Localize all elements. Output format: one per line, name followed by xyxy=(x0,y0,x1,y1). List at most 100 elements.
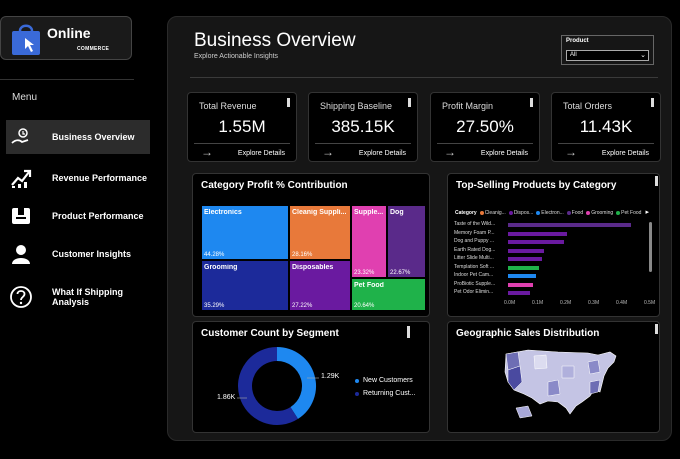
treemap-cell[interactable]: Dog 22.67% xyxy=(387,205,426,278)
question-icon xyxy=(8,284,34,310)
legend-item: Food xyxy=(566,210,584,216)
bar[interactable] xyxy=(508,291,531,295)
legend-item: Electron... xyxy=(536,210,564,216)
x-tick-label: 0.0M xyxy=(504,300,516,306)
bar-label: ProBiotic Supple... xyxy=(454,280,496,287)
kpi-title: Total Revenue xyxy=(199,101,257,111)
bar[interactable] xyxy=(508,231,567,236)
header-divider xyxy=(190,77,658,78)
bar-label: Templation Soft ... xyxy=(454,263,495,270)
legend-label: Dispos... xyxy=(513,210,534,216)
donut-slice[interactable] xyxy=(276,347,316,419)
bar-chart-card: Top-Selling Products by Category Categor… xyxy=(447,173,660,317)
card-handle xyxy=(655,324,658,334)
card-title: Top-Selling Products by Category xyxy=(456,180,617,191)
shopping-bag-icon xyxy=(12,24,40,55)
product-filter-label: Product xyxy=(566,38,589,44)
kpi-value: 11.43K xyxy=(579,117,633,136)
sidebar-item-business-overview[interactable]: Business Overview xyxy=(6,120,150,154)
sidebar-item-product-performance[interactable]: Product Performance xyxy=(6,199,150,233)
treemap-cell-value: 27.22% xyxy=(292,303,313,309)
arrow-right-icon[interactable]: → xyxy=(444,145,456,159)
bar-label: Pet Odor Elimin... xyxy=(454,289,494,295)
bar-legend: Category Cleanig... Dispos... Electron... F… xyxy=(455,210,644,216)
bar[interactable] xyxy=(508,223,632,227)
bar-label: Indoor Pet Cam... xyxy=(454,272,494,278)
card-title: Category Profit % Contribution xyxy=(201,180,348,191)
legend-label: Food xyxy=(571,210,584,216)
explore-details-link[interactable]: Explore Details xyxy=(237,150,285,157)
us-map[interactable] xyxy=(448,322,661,434)
legend-item: Grooming xyxy=(586,210,613,216)
legend-item-new-customers: New Customers xyxy=(355,377,413,384)
sidebar-item-what-if-shipping[interactable]: What If Shipping Analysis xyxy=(6,280,150,314)
treemap-cell-label: Dog xyxy=(390,209,404,216)
bar[interactable] xyxy=(508,265,539,270)
legend-title: Category xyxy=(455,210,477,216)
card-title: Geographic Sales Distribution xyxy=(456,328,600,339)
treemap-cell-value: 22.67% xyxy=(390,270,411,276)
legend-label: Returning Cust... xyxy=(363,390,416,397)
product-filter-value: All xyxy=(570,52,577,58)
x-tick-label: 0.1M xyxy=(532,300,544,306)
legend-next-icon[interactable]: ▸ xyxy=(645,209,649,216)
donut-label-new: 1.29K xyxy=(321,373,340,380)
bar-plot: Taste of the Wild... Memory Foam P... Dog … xyxy=(448,174,661,318)
treemap-cell-label: Disposables xyxy=(292,264,334,271)
treemap-cell-label: Electronics xyxy=(204,209,242,216)
x-tick-label: 0.2M xyxy=(560,300,572,306)
arrow-right-icon[interactable]: → xyxy=(322,145,334,159)
card-handle xyxy=(655,176,658,186)
treemap-cell[interactable]: Disposables 27.22% xyxy=(289,260,351,311)
sidebar-item-label: What If Shipping Analysis xyxy=(52,287,123,307)
bar[interactable] xyxy=(508,274,536,278)
donut-slice[interactable] xyxy=(238,347,298,425)
treemap-card: Category Profit % Contribution Electroni… xyxy=(192,173,430,317)
treemap-cell[interactable]: Electronics 44.28% xyxy=(201,205,289,260)
product-filter-select[interactable]: All ⌄ xyxy=(566,50,649,61)
card-handle xyxy=(530,98,533,107)
legend-item-returning-customers: Returning Cust... xyxy=(355,390,416,397)
treemap-cell[interactable]: Supple... 23.32% xyxy=(351,205,387,278)
bar[interactable] xyxy=(508,240,564,244)
kpi-divider xyxy=(194,143,290,144)
kpi-value: 27.50% xyxy=(456,117,514,136)
bar[interactable] xyxy=(508,282,534,287)
legend-dot xyxy=(616,211,621,215)
treemap-cell[interactable]: Cleanig Suppli... 28.16% xyxy=(289,205,351,260)
sidebar-item-label: Business Overview xyxy=(52,132,135,142)
treemap-cell[interactable]: Pet Food 20.64% xyxy=(351,278,426,311)
kpi-card-profit-margin: Profit Margin 27.50% → Explore Details xyxy=(430,92,540,162)
legend-item: Pet Food xyxy=(616,210,641,216)
kpi-title: Shipping Baseline xyxy=(320,101,393,111)
x-tick-label: 0.3M xyxy=(588,300,600,306)
treemap-cell-value: 28.16% xyxy=(292,252,313,258)
sidebar-item-customer-insights[interactable]: Customer Insights xyxy=(6,237,150,271)
legend-item: Cleanig... xyxy=(479,210,506,216)
legend-dot xyxy=(586,211,591,215)
sidebar-item-revenue-performance[interactable]: Revenue Performance xyxy=(6,161,150,195)
kpi-divider xyxy=(315,143,411,144)
legend-dot xyxy=(355,391,359,396)
bar[interactable] xyxy=(508,257,542,261)
scrollbar[interactable] xyxy=(649,222,652,272)
bar-label: Dog and Puppy ... xyxy=(454,238,495,244)
kpi-title: Total Orders xyxy=(563,101,613,111)
kpi-title: Profit Margin xyxy=(442,101,494,111)
user-icon xyxy=(8,241,34,267)
explore-details-link[interactable]: Explore Details xyxy=(480,150,528,157)
treemap-cell-label: Cleanig Suppli... xyxy=(292,209,347,216)
bar[interactable] xyxy=(508,248,545,253)
card-title: Customer Count by Segment xyxy=(201,328,339,339)
arrow-right-icon[interactable]: → xyxy=(565,145,577,159)
explore-details-link[interactable]: Explore Details xyxy=(601,150,649,157)
sidebar-divider xyxy=(0,79,134,80)
page-title: Business Overview xyxy=(194,30,356,51)
brand-subtitle: COMMERCE xyxy=(77,46,110,52)
trend-up-icon xyxy=(8,165,34,191)
treemap-cell-value: 35.29% xyxy=(204,303,225,309)
brand-logo[interactable]: Online COMMERCE xyxy=(0,16,132,60)
arrow-right-icon[interactable]: → xyxy=(201,145,213,159)
treemap-cell[interactable]: Grooming 35.29% xyxy=(201,260,289,311)
explore-details-link[interactable]: Explore Details xyxy=(358,150,406,157)
